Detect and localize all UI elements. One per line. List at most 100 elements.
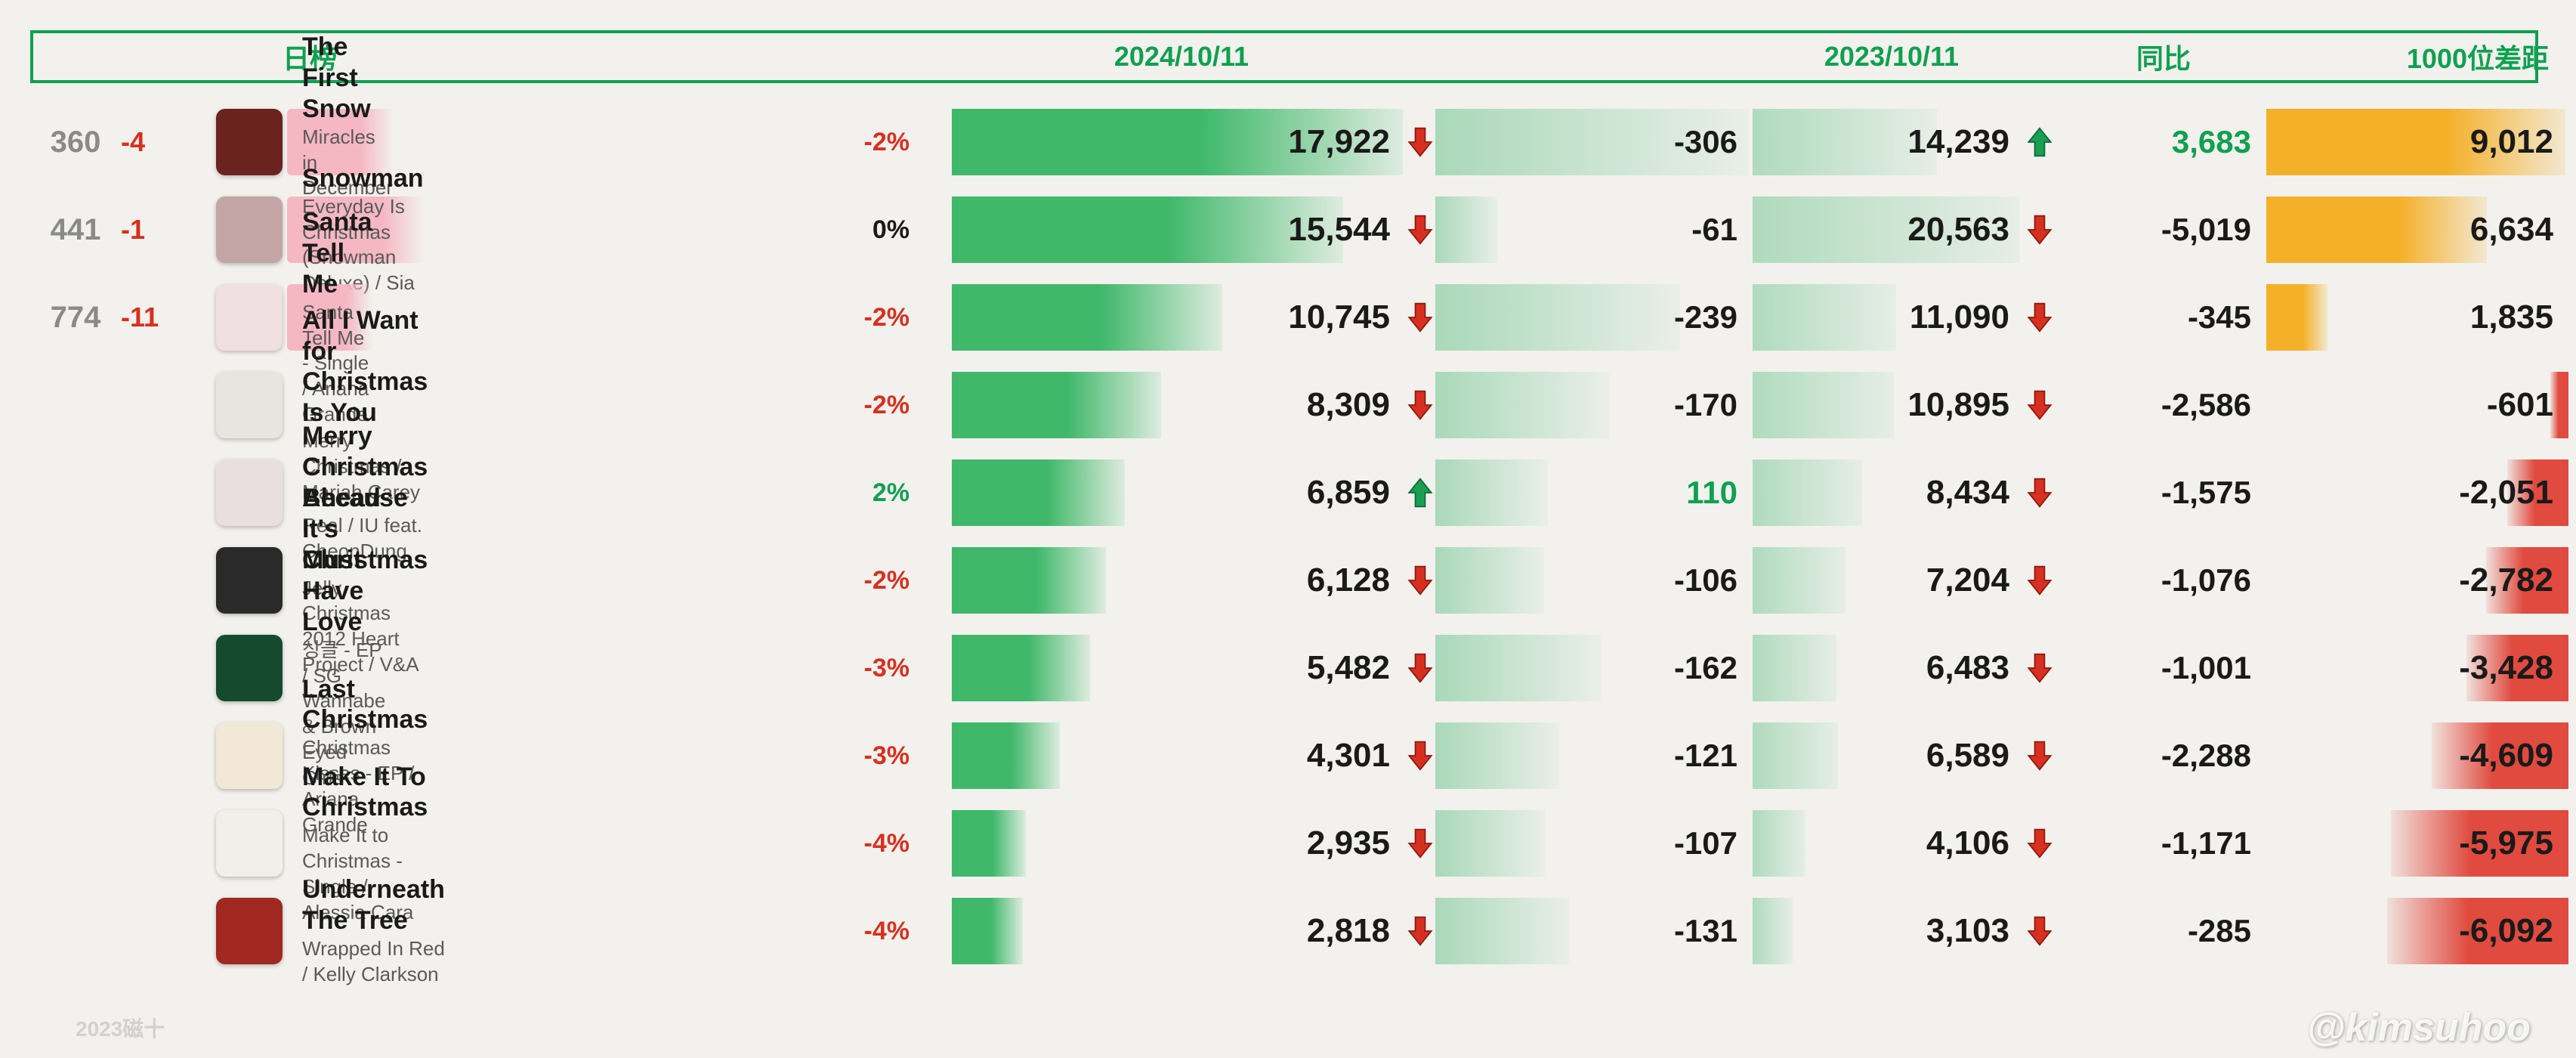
yoy-cell: -1,076 bbox=[2055, 547, 2266, 614]
arrow-down-icon bbox=[2025, 827, 2055, 860]
album-thumb bbox=[216, 459, 283, 526]
song-title: The First Snow bbox=[302, 32, 393, 124]
yoy-value: -345 bbox=[2188, 299, 2251, 336]
value-2023: 20,563 bbox=[1907, 211, 2009, 249]
bar-2024: 4,301 bbox=[952, 722, 1405, 789]
gap-cell: 9,012 bbox=[2266, 109, 2568, 175]
song-title: Snowman bbox=[302, 163, 424, 194]
pct-change: -2% bbox=[393, 128, 922, 157]
gap-value: -2,051 bbox=[2459, 474, 2553, 512]
yoy-cell: -5,019 bbox=[2055, 196, 2266, 263]
gap-value: -2,782 bbox=[2459, 561, 2553, 599]
arrow-down-icon bbox=[1405, 827, 1435, 860]
delta-value: -121 bbox=[1674, 738, 1737, 774]
arrow-down-icon bbox=[1405, 125, 1435, 159]
bar-2024: 6,859 bbox=[952, 459, 1405, 526]
song-title: All I Want for Christmas Is You bbox=[302, 305, 428, 428]
bar-2024: 6,128 bbox=[952, 547, 1405, 614]
rank: 774 bbox=[30, 301, 121, 335]
yoy-value: -285 bbox=[2188, 913, 2251, 949]
album-thumb bbox=[216, 635, 283, 701]
arrow-down-icon bbox=[1405, 301, 1435, 334]
delta-cell: -61 bbox=[1435, 196, 1753, 263]
table-row: 441-1SnowmanEveryday Is Christmas (Snowm… bbox=[30, 189, 2538, 271]
yoy-value: -1,575 bbox=[2161, 475, 2251, 511]
footer-label: 2023磁十 bbox=[76, 1013, 165, 1043]
gap-value: 9,012 bbox=[2470, 123, 2553, 161]
gap-cell: -4,609 bbox=[2266, 722, 2568, 789]
delta-cell: -131 bbox=[1435, 898, 1753, 964]
bar-2024: 10,745 bbox=[952, 284, 1405, 351]
pct-change: -4% bbox=[445, 917, 922, 946]
value-2023: 3,103 bbox=[1926, 912, 2009, 950]
value-2023: 14,239 bbox=[1907, 123, 2009, 161]
delta-cell: -306 bbox=[1435, 109, 1753, 175]
bar-2024: 2,818 bbox=[952, 898, 1405, 964]
bar-2023: 4,106 bbox=[1753, 810, 2025, 877]
yoy-cell: -2,586 bbox=[2055, 372, 2266, 438]
album-thumb bbox=[216, 898, 283, 964]
delta-value: 110 bbox=[1686, 475, 1737, 511]
value-2023: 6,483 bbox=[1926, 649, 2009, 687]
album-thumb bbox=[216, 196, 283, 263]
gap-cell: -601 bbox=[2266, 372, 2568, 438]
gap-value: 1,835 bbox=[2470, 299, 2553, 336]
gap-value: 6,634 bbox=[2470, 211, 2553, 249]
value-2024: 2,818 bbox=[1307, 912, 1390, 950]
yoy-cell: -1,575 bbox=[2055, 459, 2266, 526]
album-thumb bbox=[216, 547, 283, 614]
album-thumb bbox=[216, 810, 283, 877]
value-2024: 15,544 bbox=[1288, 211, 1390, 249]
gap-cell: -6,092 bbox=[2266, 898, 2568, 964]
gap-value: -5,975 bbox=[2459, 824, 2553, 862]
arrow-down-icon bbox=[2025, 388, 2055, 422]
arrow-up-icon bbox=[2025, 125, 2055, 159]
value-2023: 8,434 bbox=[1926, 474, 2009, 512]
value-2023: 11,090 bbox=[1910, 299, 2009, 336]
delta-cell: -107 bbox=[1435, 810, 1753, 877]
yoy-cell: -285 bbox=[2055, 898, 2266, 964]
bar-2024: 8,309 bbox=[952, 372, 1405, 438]
album-thumb bbox=[216, 109, 283, 175]
rank: 360 bbox=[30, 125, 121, 159]
pct-change: 0% bbox=[424, 215, 922, 245]
song-title: Make It To Christmas bbox=[302, 762, 428, 824]
table-row: Because It's ChristmasJelly Christmas 20… bbox=[30, 540, 2538, 621]
gap-cell: -2,782 bbox=[2266, 547, 2568, 614]
album-thumb bbox=[216, 722, 283, 789]
bar-2024: 15,544 bbox=[952, 196, 1405, 263]
gap-cell: 6,634 bbox=[2266, 196, 2568, 263]
song-title: Underneath The Tree bbox=[302, 874, 445, 936]
bar-2024: 5,482 bbox=[952, 635, 1405, 701]
value-2024: 5,482 bbox=[1307, 649, 1390, 687]
bar-2024: 2,935 bbox=[952, 810, 1405, 877]
song-pct-wrap: Underneath The TreeWrapped In Red / Kell… bbox=[287, 898, 922, 964]
header-col-date2: 2023/10/11 bbox=[1756, 41, 2028, 73]
table-row: Underneath The TreeWrapped In Red / Kell… bbox=[30, 890, 2538, 972]
value-2024: 17,922 bbox=[1288, 123, 1390, 161]
bar-2023: 7,204 bbox=[1753, 547, 2025, 614]
pct-change: -2% bbox=[428, 566, 922, 596]
pct-change: -3% bbox=[385, 654, 922, 683]
pct-change: 2% bbox=[428, 478, 922, 508]
song-title: Last Christmas bbox=[302, 674, 428, 736]
yoy-cell: 3,683 bbox=[2055, 109, 2266, 175]
value-2023: 7,204 bbox=[1926, 561, 2009, 599]
pct-change: -2% bbox=[372, 303, 922, 333]
pct-change: -2% bbox=[428, 391, 922, 420]
value-2023: 4,106 bbox=[1926, 824, 2009, 862]
rank-delta: -11 bbox=[121, 302, 212, 333]
bar-2023: 6,483 bbox=[1753, 635, 2025, 701]
rank-delta: -1 bbox=[121, 214, 212, 246]
value-2024: 2,935 bbox=[1307, 824, 1390, 862]
bar-2023: 11,090 bbox=[1753, 284, 2025, 351]
yoy-value: 3,683 bbox=[2172, 124, 2251, 160]
song-title: Must Have Love bbox=[302, 545, 385, 637]
delta-cell: -121 bbox=[1435, 722, 1753, 789]
header-col-date1: 2024/10/11 bbox=[955, 41, 1408, 73]
chart-container: 日榜 2024/10/11 2023/10/11 同比 1000位差距 360-… bbox=[0, 0, 2576, 1008]
pct-change: -4% bbox=[428, 829, 922, 858]
gap-value: -601 bbox=[2487, 386, 2553, 424]
bar-2023: 6,589 bbox=[1753, 722, 2025, 789]
delta-cell: 110 bbox=[1435, 459, 1753, 526]
